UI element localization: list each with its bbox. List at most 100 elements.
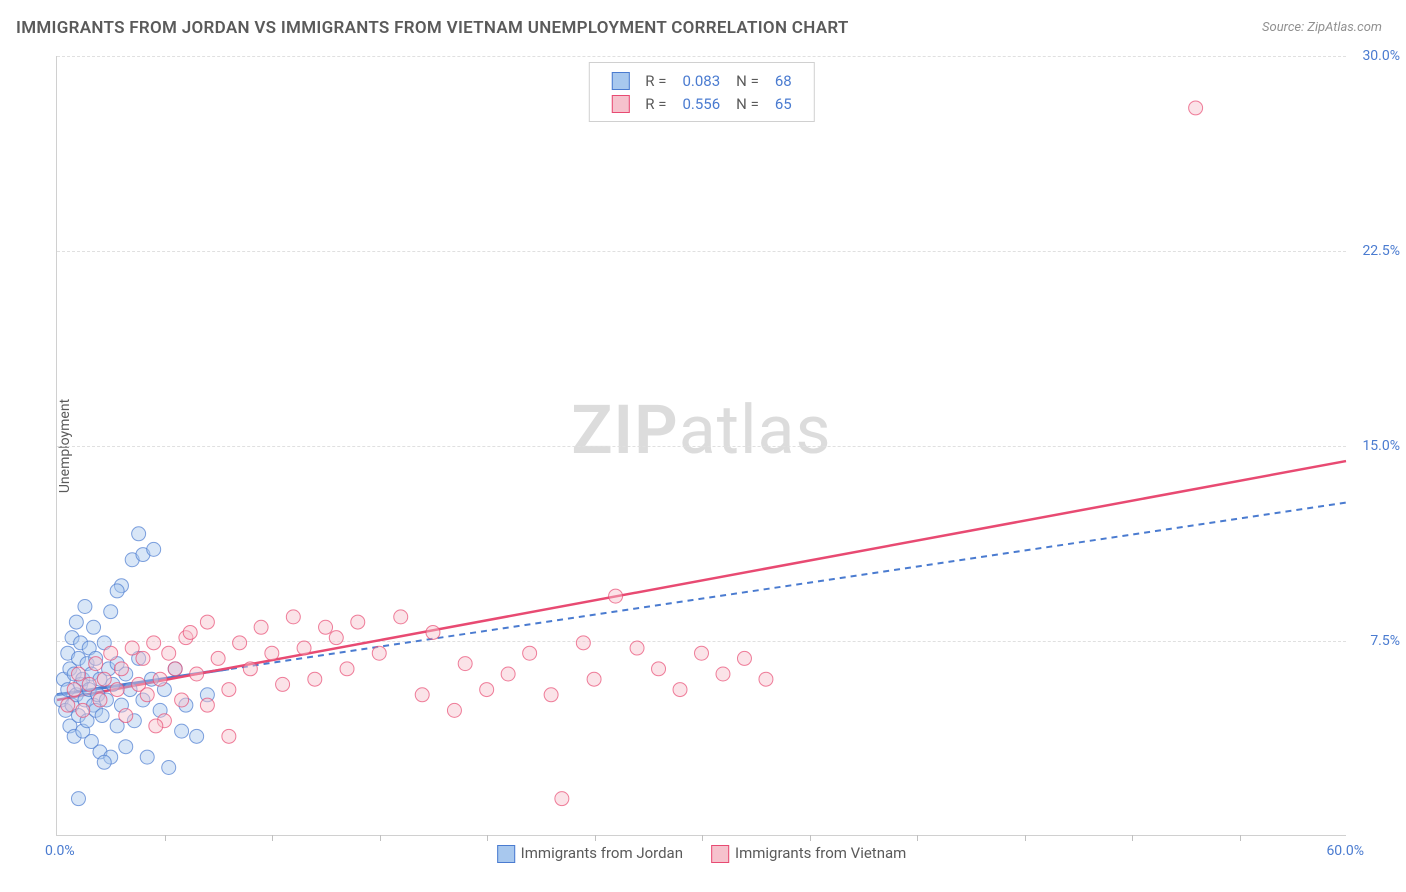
data-point-vietnam bbox=[695, 646, 709, 660]
data-point-jordan bbox=[119, 740, 133, 754]
legend-n-value: 65 bbox=[767, 92, 800, 115]
legend-n-value: 68 bbox=[767, 69, 800, 92]
data-point-vietnam bbox=[89, 657, 103, 671]
legend-swatch bbox=[611, 72, 629, 90]
data-point-jordan bbox=[132, 527, 146, 541]
x-tick bbox=[810, 835, 811, 841]
data-point-jordan bbox=[69, 615, 83, 629]
data-point-vietnam bbox=[265, 646, 279, 660]
x-tick bbox=[917, 835, 918, 841]
data-point-jordan bbox=[147, 542, 161, 556]
data-point-vietnam bbox=[458, 657, 472, 671]
data-point-vietnam bbox=[147, 636, 161, 650]
data-point-vietnam bbox=[82, 677, 96, 691]
data-point-vietnam bbox=[153, 672, 167, 686]
data-point-vietnam bbox=[555, 792, 569, 806]
data-point-vietnam bbox=[104, 646, 118, 660]
data-point-vietnam bbox=[1189, 101, 1203, 115]
x-axis-min-label: 0.0% bbox=[45, 843, 75, 859]
x-tick bbox=[1132, 835, 1133, 841]
x-tick bbox=[272, 835, 273, 841]
y-tick-label: 22.5% bbox=[1350, 243, 1400, 259]
data-point-jordan bbox=[71, 792, 85, 806]
data-point-vietnam bbox=[609, 589, 623, 603]
x-tick bbox=[1240, 835, 1241, 841]
data-point-vietnam bbox=[351, 615, 365, 629]
x-tick bbox=[595, 835, 596, 841]
data-point-vietnam bbox=[480, 683, 494, 697]
data-point-vietnam bbox=[211, 651, 225, 665]
data-point-vietnam bbox=[319, 620, 333, 634]
data-point-vietnam bbox=[372, 646, 386, 660]
data-point-vietnam bbox=[673, 683, 687, 697]
source-attribution: Source: ZipAtlas.com bbox=[1262, 20, 1382, 35]
x-tick bbox=[165, 835, 166, 841]
x-tick bbox=[487, 835, 488, 841]
data-point-vietnam bbox=[329, 631, 343, 645]
legend-item-jordan: Immigrants from Jordan bbox=[497, 844, 683, 862]
legend-r-label: R = bbox=[637, 69, 674, 92]
data-point-vietnam bbox=[76, 703, 90, 717]
data-point-vietnam bbox=[97, 672, 111, 686]
y-tick-label: 30.0% bbox=[1350, 48, 1400, 64]
data-point-vietnam bbox=[183, 625, 197, 639]
data-point-vietnam bbox=[222, 729, 236, 743]
x-tick bbox=[702, 835, 703, 841]
legend-r-label: R = bbox=[637, 92, 674, 115]
data-point-vietnam bbox=[243, 662, 257, 676]
data-point-vietnam bbox=[447, 703, 461, 717]
legend-label: Immigrants from Jordan bbox=[521, 844, 683, 862]
data-point-jordan bbox=[162, 760, 176, 774]
data-point-jordan bbox=[87, 620, 101, 634]
data-point-vietnam bbox=[67, 683, 81, 697]
data-point-vietnam bbox=[737, 651, 751, 665]
data-point-vietnam bbox=[523, 646, 537, 660]
scatter-points bbox=[57, 56, 1346, 835]
data-point-vietnam bbox=[61, 698, 75, 712]
data-point-vietnam bbox=[200, 615, 214, 629]
data-point-vietnam bbox=[308, 672, 322, 686]
data-point-jordan bbox=[175, 724, 189, 738]
y-tick-label: 7.5% bbox=[1350, 633, 1400, 649]
legend-row-vietnam: R =0.556N =65 bbox=[603, 92, 799, 115]
data-point-vietnam bbox=[394, 610, 408, 624]
data-point-vietnam bbox=[759, 672, 773, 686]
data-point-vietnam bbox=[149, 719, 163, 733]
data-point-jordan bbox=[104, 605, 118, 619]
series-legend: Immigrants from JordanImmigrants from Vi… bbox=[483, 844, 921, 863]
legend-n-label: N = bbox=[728, 69, 767, 92]
data-point-vietnam bbox=[200, 698, 214, 712]
legend-n-label: N = bbox=[728, 92, 767, 115]
plot-area: ZIPatlas 7.5%15.0%22.5%30.0% R =0.083N =… bbox=[56, 56, 1346, 836]
data-point-vietnam bbox=[140, 688, 154, 702]
data-point-jordan bbox=[110, 584, 124, 598]
data-point-jordan bbox=[95, 709, 109, 723]
data-point-vietnam bbox=[119, 709, 133, 723]
data-point-vietnam bbox=[340, 662, 354, 676]
data-point-vietnam bbox=[630, 641, 644, 655]
data-point-jordan bbox=[97, 755, 111, 769]
data-point-vietnam bbox=[254, 620, 268, 634]
data-point-vietnam bbox=[233, 636, 247, 650]
data-point-vietnam bbox=[276, 677, 290, 691]
data-point-vietnam bbox=[426, 625, 440, 639]
data-point-vietnam bbox=[297, 641, 311, 655]
data-point-jordan bbox=[78, 600, 92, 614]
data-point-vietnam bbox=[716, 667, 730, 681]
data-point-vietnam bbox=[93, 693, 107, 707]
legend-r-value: 0.556 bbox=[674, 92, 728, 115]
legend-swatch bbox=[497, 845, 515, 863]
data-point-vietnam bbox=[162, 646, 176, 660]
data-point-vietnam bbox=[125, 641, 139, 655]
legend-row-jordan: R =0.083N =68 bbox=[603, 69, 799, 92]
correlation-legend: R =0.083N =68R =0.556N =65 bbox=[588, 62, 814, 122]
data-point-jordan bbox=[140, 750, 154, 764]
x-tick bbox=[1025, 835, 1026, 841]
data-point-vietnam bbox=[168, 662, 182, 676]
data-point-vietnam bbox=[175, 693, 189, 707]
data-point-vietnam bbox=[286, 610, 300, 624]
data-point-vietnam bbox=[587, 672, 601, 686]
data-point-vietnam bbox=[576, 636, 590, 650]
x-axis-max-label: 60.0% bbox=[1326, 843, 1364, 859]
chart-title: IMMIGRANTS FROM JORDAN VS IMMIGRANTS FRO… bbox=[16, 18, 849, 38]
